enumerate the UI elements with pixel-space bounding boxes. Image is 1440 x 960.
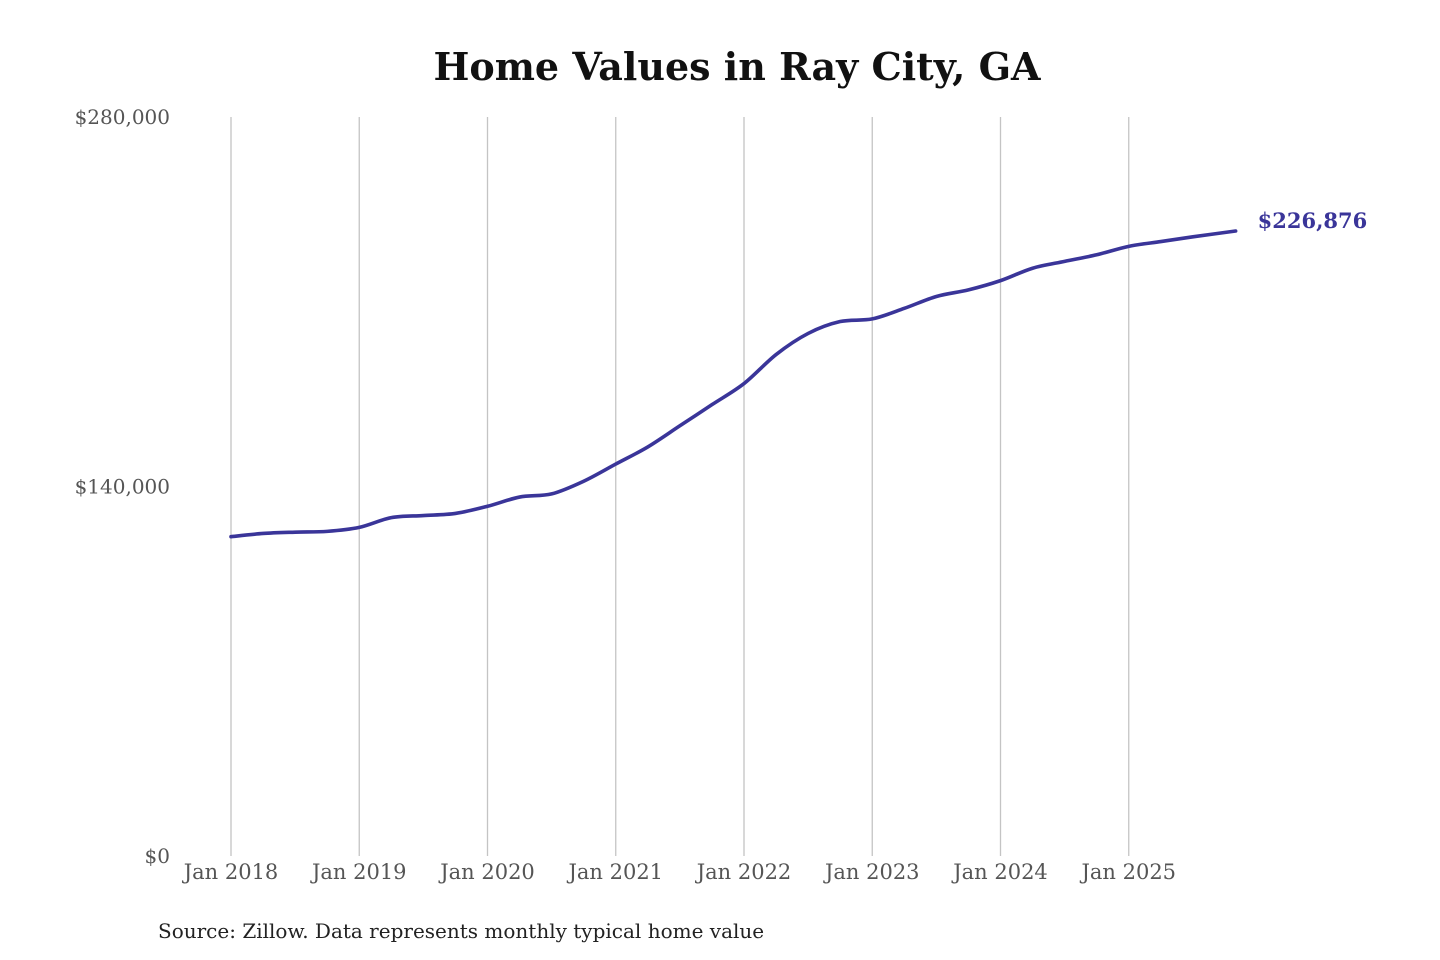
x-tick-label-2: Jan 2020 [438,860,535,884]
series-line-0 [229,229,1238,539]
x-tick-label-0: Jan 2018 [182,860,279,884]
x-axis-tick-labels: Jan 2018 Jan 2019 Jan 2020 Jan 2021 Jan 2022… [182,860,1176,884]
series-layer: $226,876 [229,208,1367,539]
vertical-gridlines [230,117,1130,856]
source-note: Source: Zillow. Data represents monthly … [158,919,764,943]
x-tick-label-5: Jan 2023 [823,860,920,884]
x-tick-label-4: Jan 2022 [695,860,792,884]
y-tick-label-1: $140,000 [75,475,170,499]
y-tick-label-0: $0 [145,844,170,868]
x-tick-label-3: Jan 2021 [566,860,663,884]
chart-title: Home Values in Ray City, GA [433,44,1041,89]
series-end-label: $226,876 [1258,208,1368,233]
x-tick-label-1: Jan 2019 [310,860,407,884]
y-axis-tick-labels: $0 $140,000 $280,000 [75,105,170,868]
x-tick-label-6: Jan 2024 [951,860,1048,884]
y-tick-label-2: $280,000 [75,105,170,129]
x-tick-label-7: Jan 2025 [1079,860,1176,884]
